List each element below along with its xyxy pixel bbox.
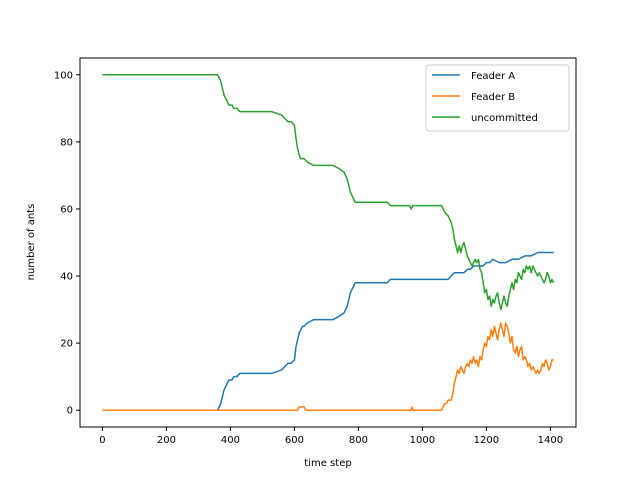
x-axis-ticks: 0 200 400 600 800 1000 1200 1400	[99, 427, 563, 446]
legend-label-2: Feader B	[471, 92, 515, 103]
legend: Feader A Feader B uncommitted	[425, 64, 570, 132]
y-tick-label: 60	[60, 204, 73, 215]
plot-lines	[102, 74, 555, 411]
y-tick-label: 40	[60, 272, 73, 283]
x-tick-label: 0	[99, 435, 105, 446]
series-line-2	[102, 322, 554, 411]
y-tick-label: 100	[54, 70, 73, 81]
x-tick-label: 1400	[538, 435, 563, 446]
legend-box	[425, 64, 570, 132]
series-line-3	[102, 74, 555, 311]
legend-label-3: uncommitted	[471, 113, 538, 124]
legend-label-1: Feader A	[471, 71, 515, 82]
x-tick-label: 1000	[410, 435, 435, 446]
x-tick-label: 200	[157, 435, 176, 446]
x-tick-label: 1200	[474, 435, 499, 446]
x-tick-label: 600	[285, 435, 304, 446]
y-tick-label: 80	[60, 137, 73, 148]
series-line-1	[102, 251, 554, 411]
y-axis-ticks: 0 20 40 60 80 100	[54, 70, 80, 417]
y-tick-label: 0	[67, 406, 73, 417]
x-tick-label: 400	[221, 435, 240, 446]
y-tick-label: 20	[60, 339, 73, 350]
plot-frame	[79, 57, 577, 428]
y-axis-label: number of ants	[26, 204, 37, 281]
x-tick-label: 800	[349, 435, 368, 446]
x-axis-label: time step	[304, 458, 351, 469]
